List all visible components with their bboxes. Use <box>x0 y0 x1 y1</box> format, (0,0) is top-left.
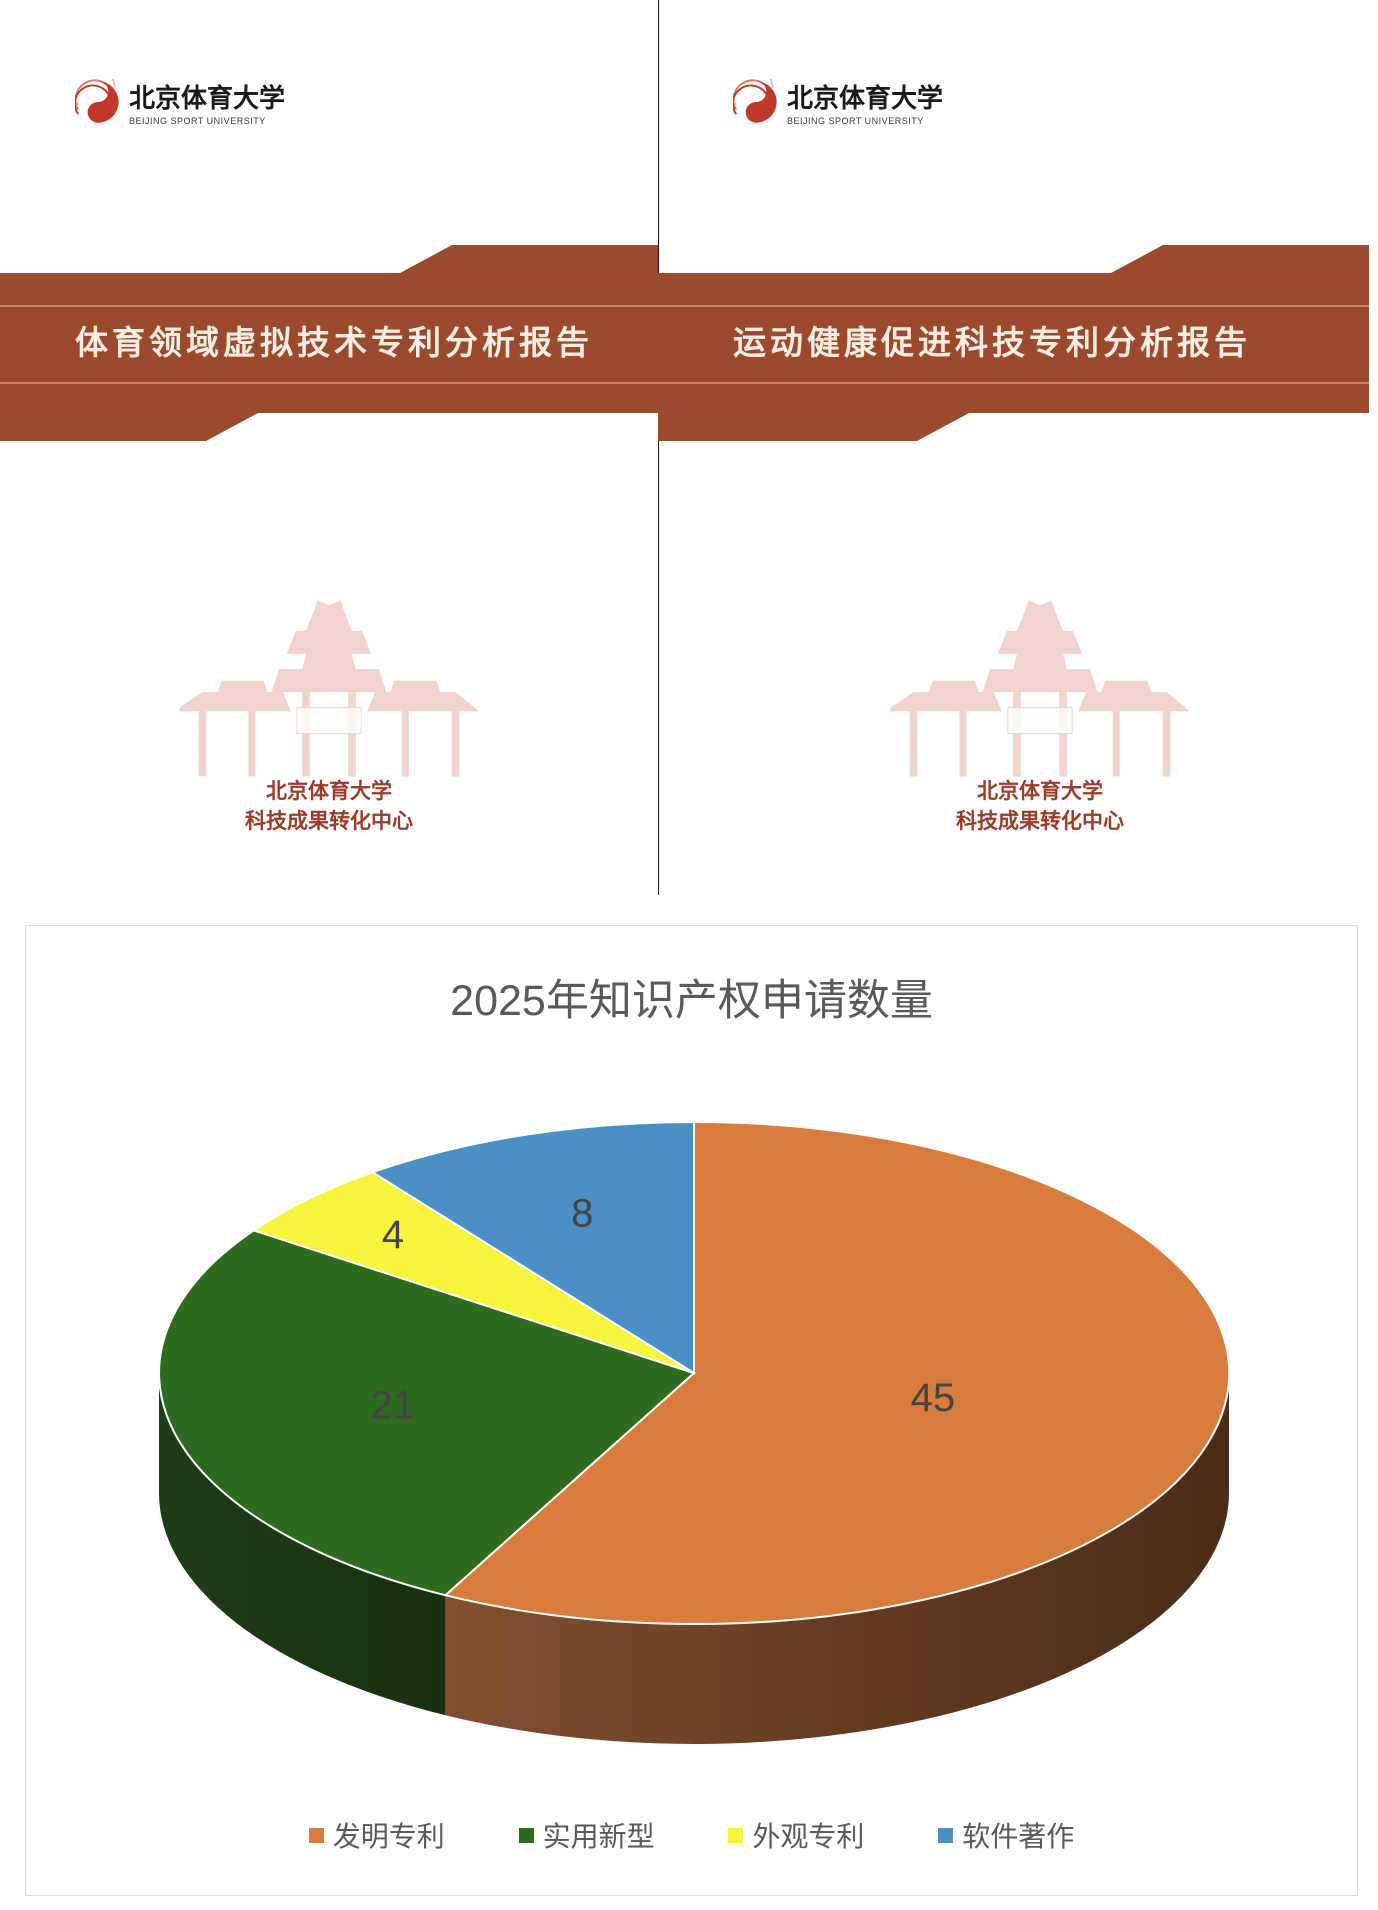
svg-text:4: 4 <box>382 1213 404 1257</box>
svg-text:45: 45 <box>911 1376 956 1420</box>
svg-text:8: 8 <box>571 1191 593 1235</box>
svg-text:21: 21 <box>370 1383 415 1427</box>
